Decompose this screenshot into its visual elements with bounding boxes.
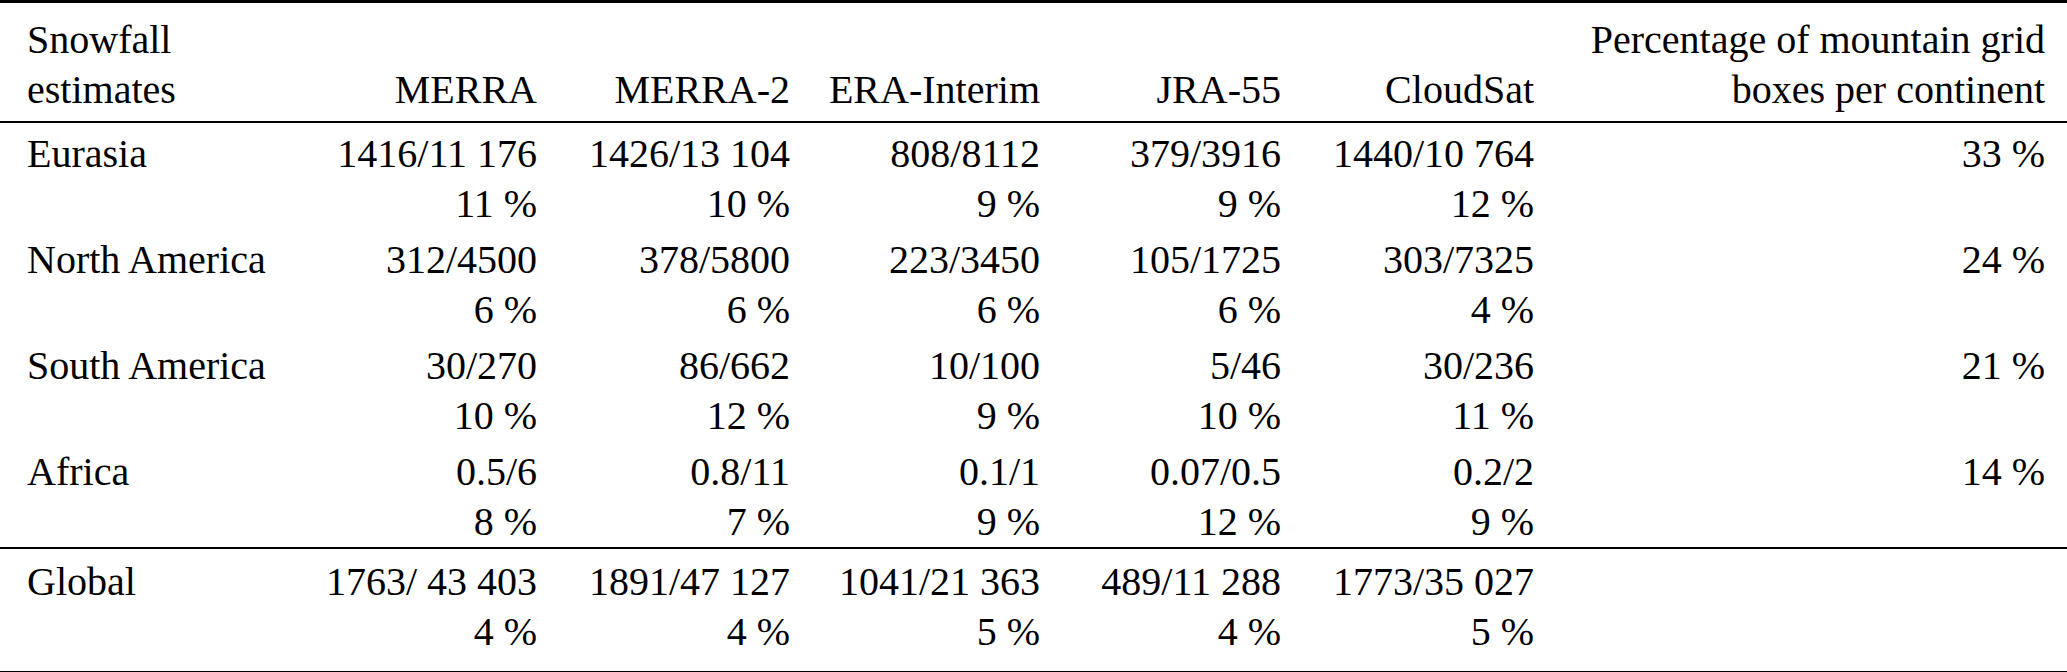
row-label: South America: [0, 335, 310, 391]
header-cloudsat: CloudSat: [1281, 2, 1534, 123]
cell-merra-pct: 6 %: [310, 285, 537, 335]
cell-merra-pct: 10 %: [310, 391, 537, 441]
cell-jra-pct: 4 %: [1040, 607, 1281, 672]
cell-merra2-value: 86/662: [537, 335, 790, 391]
cell-merra2-pct: 10 %: [537, 179, 790, 229]
row-label-empty: [0, 179, 310, 229]
row-global-percents: 4 % 4 % 5 % 4 % 5 %: [0, 607, 2067, 672]
cell-cloudsat-value: 303/7325: [1281, 229, 1534, 285]
row-north-america-percents: 6 % 6 % 6 % 6 % 4 %: [0, 285, 2067, 335]
cell-cloudsat-pct: 4 %: [1281, 285, 1534, 335]
cell-era-value: 808/8112: [790, 122, 1040, 179]
row-label-empty: [0, 391, 310, 441]
row-north-america-values: North America 312/4500 378/5800 223/3450…: [0, 229, 2067, 285]
row-south-america-percents: 10 % 12 % 9 % 10 % 11 %: [0, 391, 2067, 441]
row-label: Global: [0, 548, 310, 607]
row-label: Eurasia: [0, 122, 310, 179]
cell-cloudsat-value: 30/236: [1281, 335, 1534, 391]
cell-cloudsat-pct: 9 %: [1281, 497, 1534, 548]
cell-jra-pct: 12 %: [1040, 497, 1281, 548]
cell-merra2-value: 378/5800: [537, 229, 790, 285]
cell-era-value: 0.1/1: [790, 441, 1040, 497]
cell-empty: [1534, 179, 2067, 229]
cell-cloudsat-value: 0.2/2: [1281, 441, 1534, 497]
row-label: North America: [0, 229, 310, 285]
cell-merra2-pct: 7 %: [537, 497, 790, 548]
row-global-values: Global 1763/ 43 403 1891/47 127 1041/21 …: [0, 548, 2067, 607]
header-merra: MERRA: [310, 2, 537, 123]
header-title-line2: estimates: [27, 65, 310, 115]
row-label-empty: [0, 285, 310, 335]
cell-merra-value: 30/270: [310, 335, 537, 391]
cell-jra-pct: 9 %: [1040, 179, 1281, 229]
header-era-interim: ERA-Interim: [790, 2, 1040, 123]
cell-empty: [1534, 391, 2067, 441]
cell-era-value: 1041/21 363: [790, 548, 1040, 607]
cell-jra-value: 379/3916: [1040, 122, 1281, 179]
global-rows: Global 1763/ 43 403 1891/47 127 1041/21 …: [0, 548, 2067, 672]
cell-mountain-pct: 14 %: [1534, 441, 2067, 497]
cell-jra-value: 105/1725: [1040, 229, 1281, 285]
paper-table-page: Snowfall estimates MERRA MERRA-2 ERA-Int…: [0, 0, 2067, 672]
cell-cloudsat-value: 1440/10 764: [1281, 122, 1534, 179]
cell-era-value: 10/100: [790, 335, 1040, 391]
cell-merra2-value: 1891/47 127: [537, 548, 790, 607]
row-africa-values: Africa 0.5/6 0.8/11 0.1/1 0.07/0.5 0.2/2…: [0, 441, 2067, 497]
row-eurasia-percents: 11 % 10 % 9 % 9 % 12 %: [0, 179, 2067, 229]
header-mountain-line1: Percentage of mountain grid: [1534, 15, 2045, 65]
header-jra55: JRA-55: [1040, 2, 1281, 123]
row-label-empty: [0, 497, 310, 548]
continent-rows: Eurasia 1416/11 176 1426/13 104 808/8112…: [0, 122, 2067, 548]
cell-era-pct: 9 %: [790, 179, 1040, 229]
cell-merra-value: 1416/11 176: [310, 122, 537, 179]
cell-merra2-pct: 4 %: [537, 607, 790, 672]
row-eurasia-values: Eurasia 1416/11 176 1426/13 104 808/8112…: [0, 122, 2067, 179]
cell-cloudsat-pct: 12 %: [1281, 179, 1534, 229]
row-label-empty: [0, 607, 310, 672]
cell-merra-pct: 4 %: [310, 607, 537, 672]
table-header: Snowfall estimates MERRA MERRA-2 ERA-Int…: [0, 2, 2067, 123]
header-merra2: MERRA-2: [537, 2, 790, 123]
cell-merra2-pct: 12 %: [537, 391, 790, 441]
row-africa-percents: 8 % 7 % 9 % 12 % 9 %: [0, 497, 2067, 548]
cell-merra2-value: 1426/13 104: [537, 122, 790, 179]
row-label: Africa: [0, 441, 310, 497]
cell-jra-value: 0.07/0.5: [1040, 441, 1281, 497]
cell-era-pct: 9 %: [790, 391, 1040, 441]
cell-era-value: 223/3450: [790, 229, 1040, 285]
cell-merra-value: 1763/ 43 403: [310, 548, 537, 607]
cell-jra-value: 5/46: [1040, 335, 1281, 391]
cell-era-pct: 9 %: [790, 497, 1040, 548]
cell-mountain-pct: 24 %: [1534, 229, 2067, 285]
cell-cloudsat-value: 1773/35 027: [1281, 548, 1534, 607]
header-mountain-grid-percentage: Percentage of mountain grid boxes per co…: [1534, 2, 2067, 123]
cell-era-pct: 5 %: [790, 607, 1040, 672]
cell-empty: [1534, 285, 2067, 335]
cell-empty: [1534, 497, 2067, 548]
snowfall-estimates-table: Snowfall estimates MERRA MERRA-2 ERA-Int…: [0, 0, 2067, 672]
cell-cloudsat-pct: 11 %: [1281, 391, 1534, 441]
cell-jra-pct: 6 %: [1040, 285, 1281, 335]
row-south-america-values: South America 30/270 86/662 10/100 5/46 …: [0, 335, 2067, 391]
cell-jra-value: 489/11 288: [1040, 548, 1281, 607]
cell-mountain-pct: 21 %: [1534, 335, 2067, 391]
cell-cloudsat-pct: 5 %: [1281, 607, 1534, 672]
cell-merra-value: 0.5/6: [310, 441, 537, 497]
cell-mountain-pct: 33 %: [1534, 122, 2067, 179]
cell-merra-value: 312/4500: [310, 229, 537, 285]
header-title-line1: Snowfall: [27, 15, 310, 65]
header-mountain-line2: boxes per continent: [1534, 65, 2045, 115]
cell-merra2-value: 0.8/11: [537, 441, 790, 497]
header-row: Snowfall estimates MERRA MERRA-2 ERA-Int…: [0, 2, 2067, 123]
cell-empty: [1534, 607, 2067, 672]
cell-empty: [1534, 548, 2067, 607]
cell-jra-pct: 10 %: [1040, 391, 1281, 441]
cell-merra-pct: 8 %: [310, 497, 537, 548]
header-snowfall-estimates: Snowfall estimates: [0, 2, 310, 123]
cell-merra-pct: 11 %: [310, 179, 537, 229]
cell-era-pct: 6 %: [790, 285, 1040, 335]
cell-merra2-pct: 6 %: [537, 285, 790, 335]
